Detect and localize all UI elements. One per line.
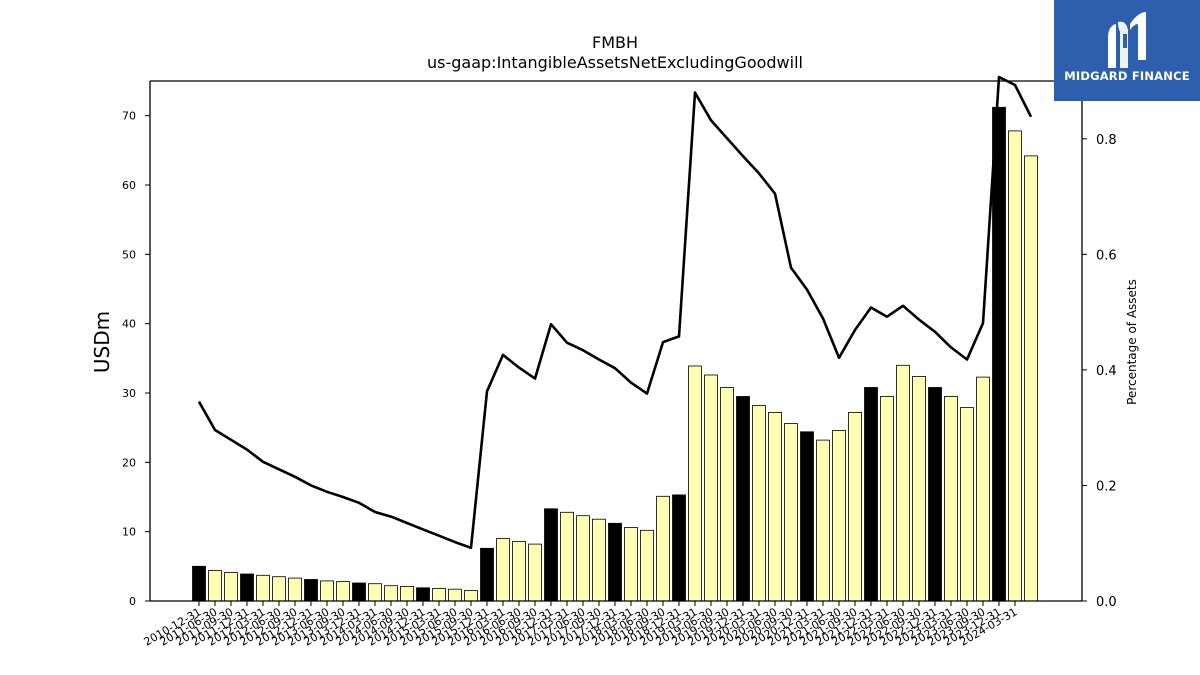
bar <box>800 431 814 602</box>
bar <box>352 582 366 602</box>
bar-series <box>192 106 1038 602</box>
bar <box>688 365 702 602</box>
bar <box>896 364 910 602</box>
bar <box>288 577 302 602</box>
y2-tick-label: 0.2 <box>1096 479 1117 494</box>
bar <box>192 565 206 602</box>
bar <box>336 581 350 602</box>
bar <box>848 411 862 602</box>
bar <box>464 590 478 602</box>
bar <box>832 429 846 602</box>
company-logo: MIDGARD FINANCE <box>1054 0 1200 101</box>
y-tick-label: 30 <box>122 387 136 400</box>
bar <box>480 547 494 602</box>
bar <box>768 411 782 602</box>
chart-title: FMBH <box>592 33 638 52</box>
bar <box>512 541 526 602</box>
bar <box>880 396 894 602</box>
bar <box>624 527 638 602</box>
bar <box>528 543 542 602</box>
midgard-m-icon <box>1108 12 1146 68</box>
bar <box>240 573 254 602</box>
bar <box>384 585 398 602</box>
y2-tick-label: 0.0 <box>1096 595 1117 610</box>
bar <box>752 405 766 602</box>
bar <box>400 586 414 602</box>
y-tick-label: 20 <box>122 456 136 469</box>
bar <box>1008 130 1022 602</box>
bar <box>416 587 430 602</box>
bar <box>544 508 558 602</box>
bar <box>432 588 446 602</box>
y-tick-label: 40 <box>122 318 136 331</box>
bar <box>224 572 238 602</box>
bar <box>320 580 334 602</box>
bar <box>592 518 606 602</box>
y-tick-label: 70 <box>122 110 136 123</box>
y2-tick-label: 0.4 <box>1096 364 1117 379</box>
bar <box>208 570 222 602</box>
bar <box>864 387 878 602</box>
line-series <box>197 75 1033 550</box>
bar <box>816 439 830 602</box>
y-axis-label: USDm <box>90 311 114 373</box>
percentage-line <box>197 75 1033 550</box>
bar <box>992 106 1006 602</box>
bar <box>720 387 734 602</box>
bar <box>672 494 686 602</box>
bar <box>784 423 798 602</box>
bar <box>656 495 670 602</box>
bar <box>640 529 654 602</box>
y2-tick-label: 0.6 <box>1096 248 1117 263</box>
y-tick-label: 60 <box>122 179 136 192</box>
bar <box>1024 155 1038 602</box>
bar <box>704 374 718 602</box>
bar <box>576 515 590 602</box>
logo-text: MIDGARD FINANCE <box>1064 69 1190 83</box>
bar <box>560 511 574 602</box>
bar <box>496 538 510 602</box>
bar <box>944 396 958 602</box>
y-tick-label: 50 <box>122 248 136 261</box>
y2-axis-label: Percentage of Assets <box>1125 279 1139 405</box>
bar <box>448 588 462 602</box>
y-tick-label: 10 <box>122 526 136 539</box>
chart-subtitle: us-gaap:IntangibleAssetsNetExcludingGood… <box>427 53 803 72</box>
y-tick-label: 0 <box>129 595 136 608</box>
bar <box>960 407 974 602</box>
bar <box>912 375 926 602</box>
bar <box>368 583 382 602</box>
bar <box>608 522 622 602</box>
bar <box>928 387 942 602</box>
bar <box>304 579 318 602</box>
bar <box>976 376 990 602</box>
y2-tick-label: 0.8 <box>1096 133 1117 148</box>
bar <box>256 574 270 602</box>
bar <box>736 396 750 602</box>
bar <box>272 576 286 602</box>
